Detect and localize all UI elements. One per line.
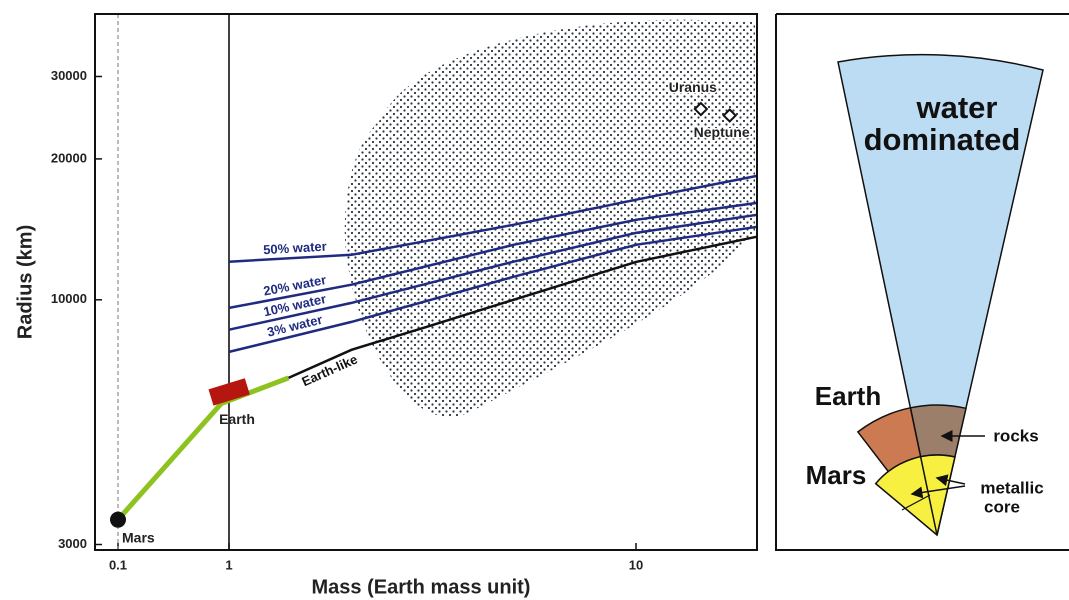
series-line bbox=[228, 201, 758, 310]
x-tick-label: 10 bbox=[629, 557, 643, 572]
y-tick-label: 30000 bbox=[51, 68, 87, 83]
planet-wedge-diagram bbox=[837, 53, 1044, 537]
series-line bbox=[287, 235, 758, 380]
water-wedge bbox=[837, 53, 1044, 536]
core-line bbox=[901, 494, 931, 511]
point-label: Uranus bbox=[669, 79, 717, 95]
series-line bbox=[228, 213, 758, 331]
series-label: Earth-like bbox=[299, 351, 359, 389]
point-label: Mars bbox=[122, 529, 155, 545]
series-label: 50% water bbox=[263, 239, 327, 258]
x-axis-label: Mass (Earth mass unit) bbox=[312, 576, 531, 598]
y-tick-label: 20000 bbox=[51, 150, 87, 165]
series-line bbox=[228, 174, 758, 263]
y-tick-label: 3000 bbox=[58, 536, 87, 551]
core-arrow bbox=[935, 474, 966, 487]
point-marker bbox=[110, 511, 126, 528]
core-arrow bbox=[910, 485, 966, 499]
y-tick-label: 10000 bbox=[51, 291, 87, 306]
water-label: dominated bbox=[864, 122, 1021, 157]
series-line bbox=[228, 225, 758, 354]
series-line bbox=[116, 375, 290, 522]
point-marker bbox=[693, 101, 709, 117]
diagram-frame bbox=[775, 13, 1069, 551]
earth-label: Earth bbox=[815, 381, 881, 411]
water-label: water bbox=[916, 90, 998, 125]
point-label: Earth bbox=[219, 411, 255, 427]
x-tick-label: 0.1 bbox=[109, 557, 127, 572]
y-axis-label: Radius (km) bbox=[14, 225, 36, 339]
mars-label: Mars bbox=[806, 460, 867, 490]
rocks-label: rocks bbox=[993, 426, 1038, 445]
x-tick-label: 1 bbox=[225, 557, 232, 572]
core-label: core bbox=[984, 497, 1020, 516]
plot-frame bbox=[94, 13, 758, 551]
point-marker bbox=[208, 378, 250, 406]
point-label: Neptune bbox=[694, 124, 750, 140]
core-label: metallic bbox=[980, 478, 1043, 497]
point-marker bbox=[722, 108, 738, 123]
